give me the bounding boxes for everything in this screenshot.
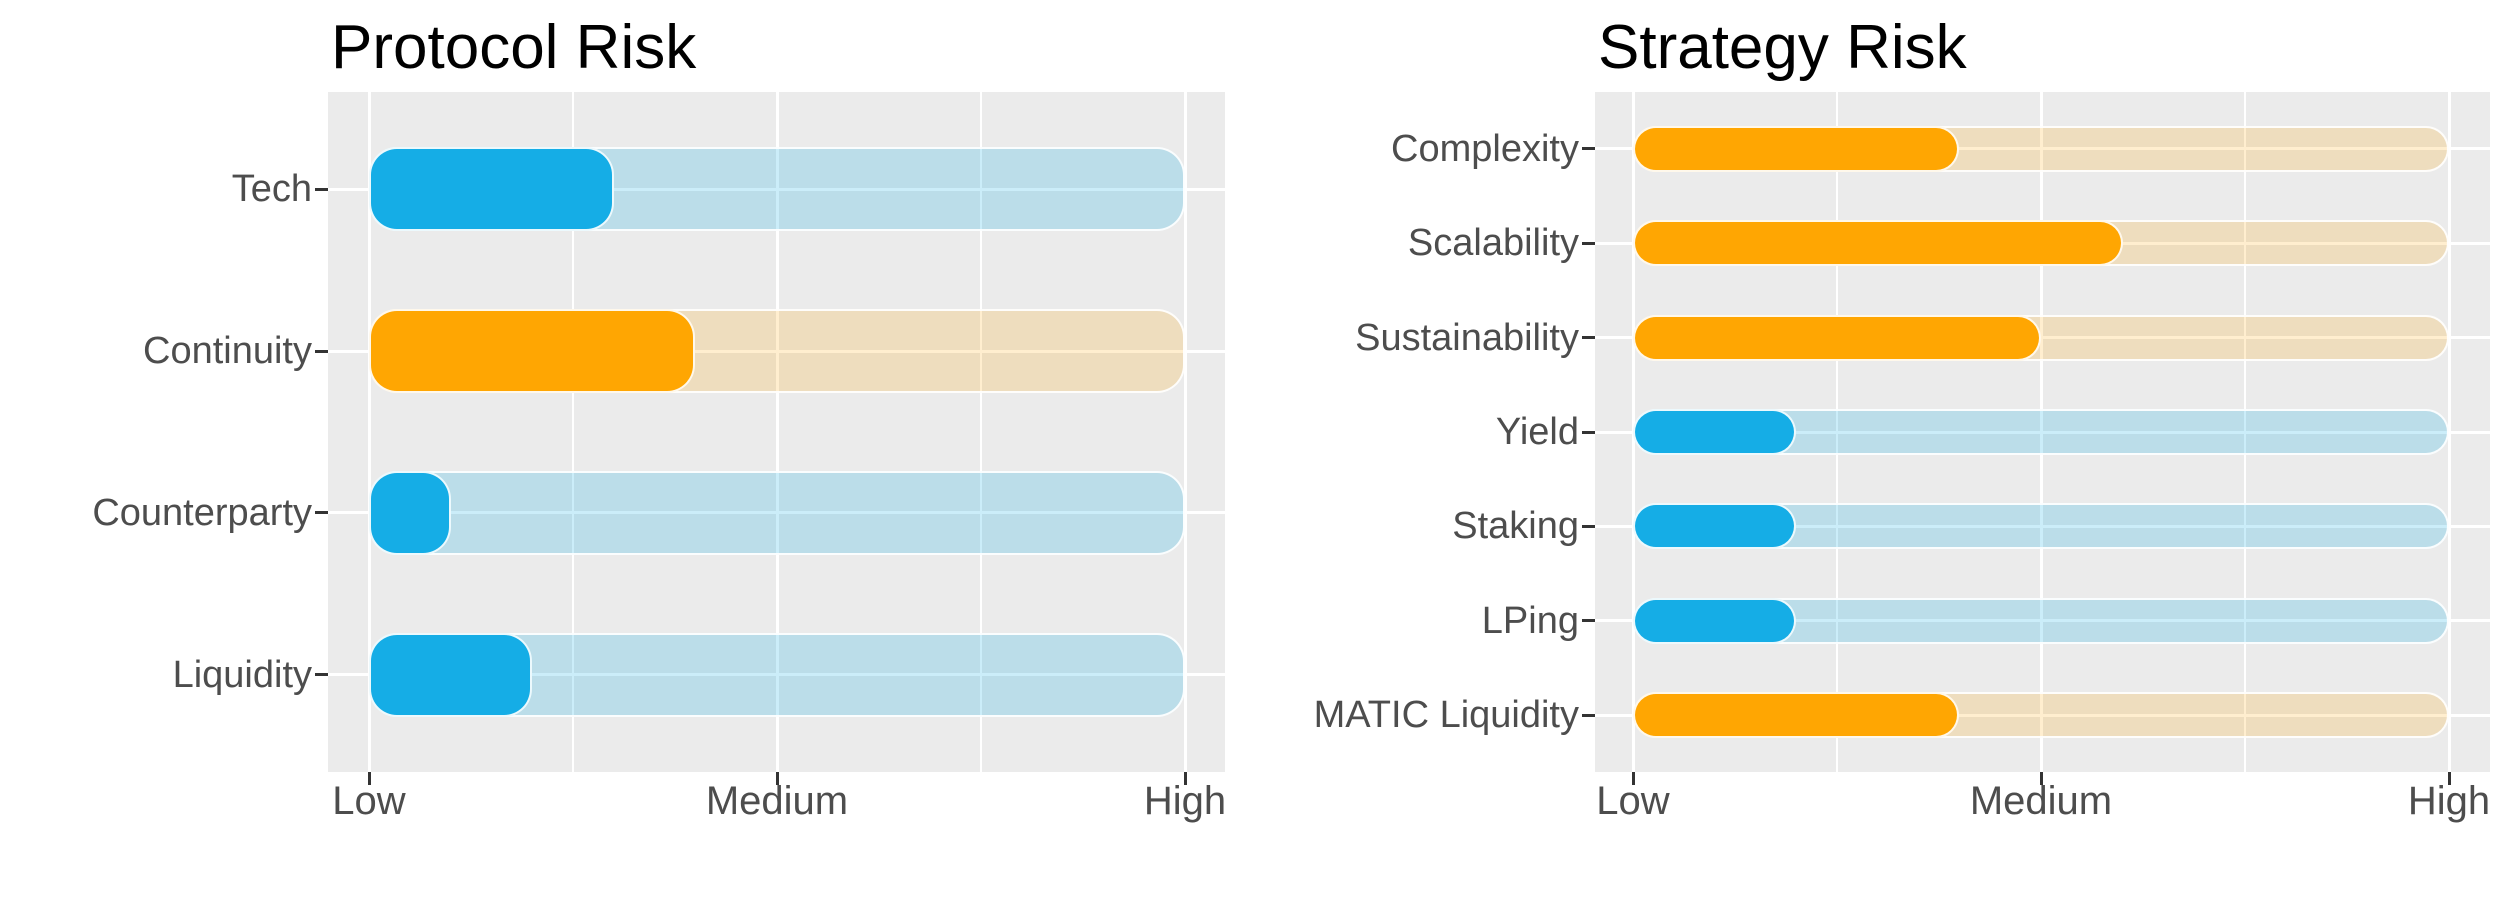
row-label-counterparty: Counterparty	[92, 491, 312, 534]
row-gridline	[1595, 336, 2490, 340]
minor-gridline	[572, 92, 574, 772]
y-tick-tech	[315, 187, 328, 191]
minor-gridline	[980, 92, 982, 772]
major-gridline	[1184, 92, 1187, 772]
y-tick-scalability	[1582, 241, 1595, 245]
x-tick-label-high: High	[1143, 779, 1227, 823]
y-tick-staking	[1582, 524, 1595, 528]
row-gridline	[1595, 430, 2490, 434]
y-tick-matic-liquidity	[1582, 713, 1595, 717]
x-tick-label-low: Low	[1596, 779, 1670, 823]
row-gridline	[1595, 713, 2490, 717]
row-gridline	[328, 673, 1225, 677]
row-gridline	[1595, 524, 2490, 528]
y-tick-sustainability	[1582, 336, 1595, 340]
row-label-lping: LPing	[1481, 599, 1579, 642]
strategy-risk-title: Strategy Risk	[1598, 13, 1967, 82]
x-tick-low	[368, 772, 371, 785]
x-tick-medium	[2040, 772, 2043, 785]
y-tick-complexity	[1582, 147, 1595, 151]
row-label-tech: Tech	[231, 168, 312, 211]
x-tick-medium	[776, 772, 779, 785]
bar-yield	[1633, 409, 1797, 455]
y-tick-counterparty	[315, 511, 328, 515]
row-label-continuity: Continuity	[143, 330, 312, 373]
bar-continuity	[369, 309, 696, 394]
x-tick-low	[1632, 772, 1635, 785]
row-gridline	[328, 187, 1225, 191]
bar-sustainability	[1633, 314, 2041, 361]
major-gridline	[368, 92, 371, 772]
bar-tech	[369, 147, 614, 232]
bar-counterparty	[369, 470, 451, 555]
track-counterparty	[369, 470, 1185, 555]
row-label-yield: Yield	[1495, 411, 1579, 453]
row-label-staking: Staking	[1452, 505, 1579, 548]
row-label-sustainability: Sustainability	[1355, 316, 1579, 359]
x-tick-label-low: Low	[332, 779, 406, 823]
row-label-matic-liquidity: MATIC Liquidity	[1313, 694, 1579, 737]
bar-scalability	[1633, 220, 2123, 267]
y-tick-yield	[1582, 430, 1595, 434]
x-tick-label-medium: Medium	[705, 779, 849, 823]
bar-matic-liquidity	[1633, 692, 1960, 739]
bar-complexity	[1633, 125, 1960, 172]
bar-liquidity	[369, 632, 533, 717]
x-tick-high	[1184, 772, 1187, 785]
y-tick-liquidity	[315, 673, 328, 677]
row-gridline	[1595, 619, 2490, 623]
y-tick-lping	[1582, 619, 1595, 623]
bar-lping	[1633, 597, 1797, 644]
row-label-liquidity: Liquidity	[172, 653, 312, 696]
row-gridline	[328, 511, 1225, 515]
y-tick-continuity	[315, 349, 328, 353]
row-gridline	[1595, 147, 2490, 151]
row-label-scalability: Scalability	[1407, 222, 1579, 265]
x-tick-label-medium: Medium	[1969, 779, 2113, 823]
x-tick-high	[2448, 772, 2451, 785]
row-label-complexity: Complexity	[1391, 127, 1579, 170]
major-gridline	[776, 92, 779, 772]
x-tick-label-high: High	[2407, 779, 2491, 823]
row-gridline	[328, 349, 1225, 353]
bar-staking	[1633, 503, 1797, 550]
protocol-risk-title: Protocol Risk	[331, 13, 697, 82]
